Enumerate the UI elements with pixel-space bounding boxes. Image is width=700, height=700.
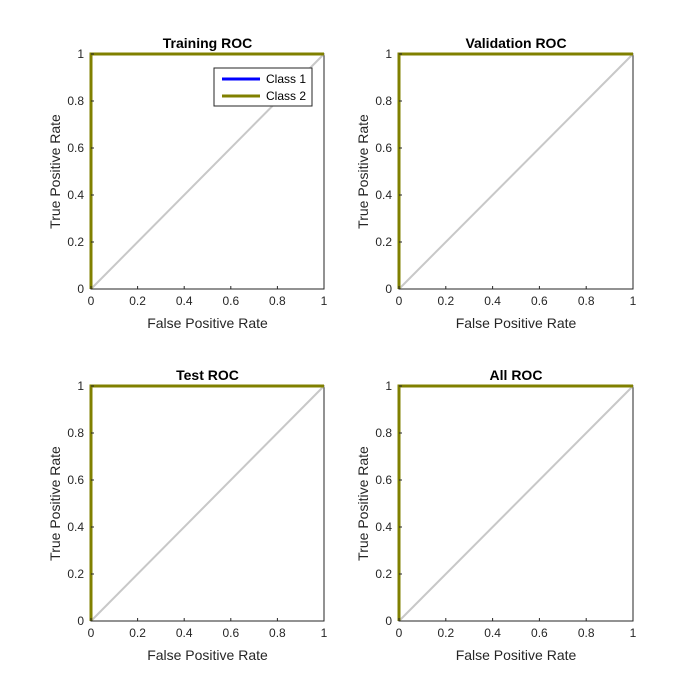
x-tick-label: 0.4 xyxy=(484,294,501,308)
legend-entry-label: Class 2 xyxy=(266,89,306,103)
x-tick-label: 0.8 xyxy=(578,626,595,640)
y-tick-label: 0 xyxy=(77,614,84,628)
y-axis-label: True Positive Rate xyxy=(355,114,371,229)
x-axis-label: False Positive Rate xyxy=(456,315,577,331)
y-tick-label: 0.2 xyxy=(375,235,392,249)
y-tick-label: 0.4 xyxy=(375,520,392,534)
y-axis-label: True Positive Rate xyxy=(47,114,63,229)
y-tick-label: 0.2 xyxy=(67,567,84,581)
x-tick-label: 0 xyxy=(88,626,95,640)
x-tick-label: 0 xyxy=(88,294,95,308)
y-tick-label: 0.8 xyxy=(375,94,392,108)
y-tick-label: 1 xyxy=(77,379,84,393)
roc-panel: 0 0.2 0.4 0.6 0.8 1 0 0.2 0.4 0.6 0.8 1 Test ROC Fals… xyxy=(47,367,328,663)
y-tick-label: 0.8 xyxy=(67,426,84,440)
legend-box xyxy=(213,67,313,107)
y-tick-label: 1 xyxy=(77,47,84,61)
y-tick-label: 0.8 xyxy=(67,94,84,108)
y-axis-label: True Positive Rate xyxy=(355,446,371,561)
y-tick-label: 0.6 xyxy=(67,141,84,155)
y-tick-label: 0.4 xyxy=(67,188,84,202)
y-tick-label: 0.2 xyxy=(375,567,392,581)
x-tick-label: 0.2 xyxy=(437,626,454,640)
reference-diagonal-line xyxy=(398,53,634,290)
legend: Class 1 Class 2 xyxy=(213,67,313,107)
y-tick-label: 0 xyxy=(385,614,392,628)
roc-panel: 0 0.2 0.4 0.6 0.8 1 0 0.2 0.4 0.6 0.8 1 All ROC False… xyxy=(355,367,637,663)
y-axis-label: True Positive Rate xyxy=(47,446,63,561)
x-tick-label: 0 xyxy=(396,626,403,640)
y-tick-label: 0.6 xyxy=(67,473,84,487)
y-tick-label: 0.6 xyxy=(375,473,392,487)
x-tick-label: 0.8 xyxy=(269,626,286,640)
x-tick-label: 0.8 xyxy=(269,294,286,308)
roc-panel: 0 0.2 0.4 0.6 0.8 1 0 0.2 0.4 0.6 0.8 1 Training ROC… xyxy=(47,35,328,331)
x-axis-label: False Positive Rate xyxy=(147,647,268,663)
x-tick-label: 0.4 xyxy=(176,294,193,308)
reference-diagonal-line xyxy=(398,385,634,622)
reference-diagonal-line xyxy=(90,385,325,622)
chart-title: Training ROC xyxy=(163,35,252,51)
x-tick-label: 0.8 xyxy=(578,294,595,308)
chart-title: Validation ROC xyxy=(465,35,566,51)
y-tick-label: 0 xyxy=(385,282,392,296)
y-tick-label: 1 xyxy=(385,47,392,61)
legend-entry-label: Class 1 xyxy=(266,72,306,86)
x-tick-label: 1 xyxy=(321,294,328,308)
x-tick-label: 0.6 xyxy=(222,294,239,308)
x-tick-label: 0.2 xyxy=(129,294,146,308)
x-tick-label: 0.2 xyxy=(437,294,454,308)
x-axis-label: False Positive Rate xyxy=(147,315,268,331)
x-tick-label: 1 xyxy=(321,626,328,640)
x-tick-label: 0.4 xyxy=(176,626,193,640)
chart-title: Test ROC xyxy=(176,367,239,383)
x-tick-label: 0.6 xyxy=(531,294,548,308)
chart-title: All ROC xyxy=(490,367,543,383)
roc-panel: 0 0.2 0.4 0.6 0.8 1 0 0.2 0.4 0.6 0.8 1 Validation R… xyxy=(355,35,637,331)
y-tick-label: 0.8 xyxy=(375,426,392,440)
x-tick-label: 0.6 xyxy=(531,626,548,640)
x-tick-label: 0.2 xyxy=(129,626,146,640)
y-tick-label: 0.4 xyxy=(67,520,84,534)
y-tick-label: 0.6 xyxy=(375,141,392,155)
x-tick-label: 1 xyxy=(630,294,637,308)
x-tick-label: 0.4 xyxy=(484,626,501,640)
x-axis-label: False Positive Rate xyxy=(456,647,577,663)
x-tick-label: 1 xyxy=(630,626,637,640)
y-tick-label: 1 xyxy=(385,379,392,393)
x-tick-label: 0.6 xyxy=(222,626,239,640)
y-tick-label: 0 xyxy=(77,282,84,296)
y-tick-label: 0.2 xyxy=(67,235,84,249)
y-tick-label: 0.4 xyxy=(375,188,392,202)
x-tick-label: 0 xyxy=(396,294,403,308)
